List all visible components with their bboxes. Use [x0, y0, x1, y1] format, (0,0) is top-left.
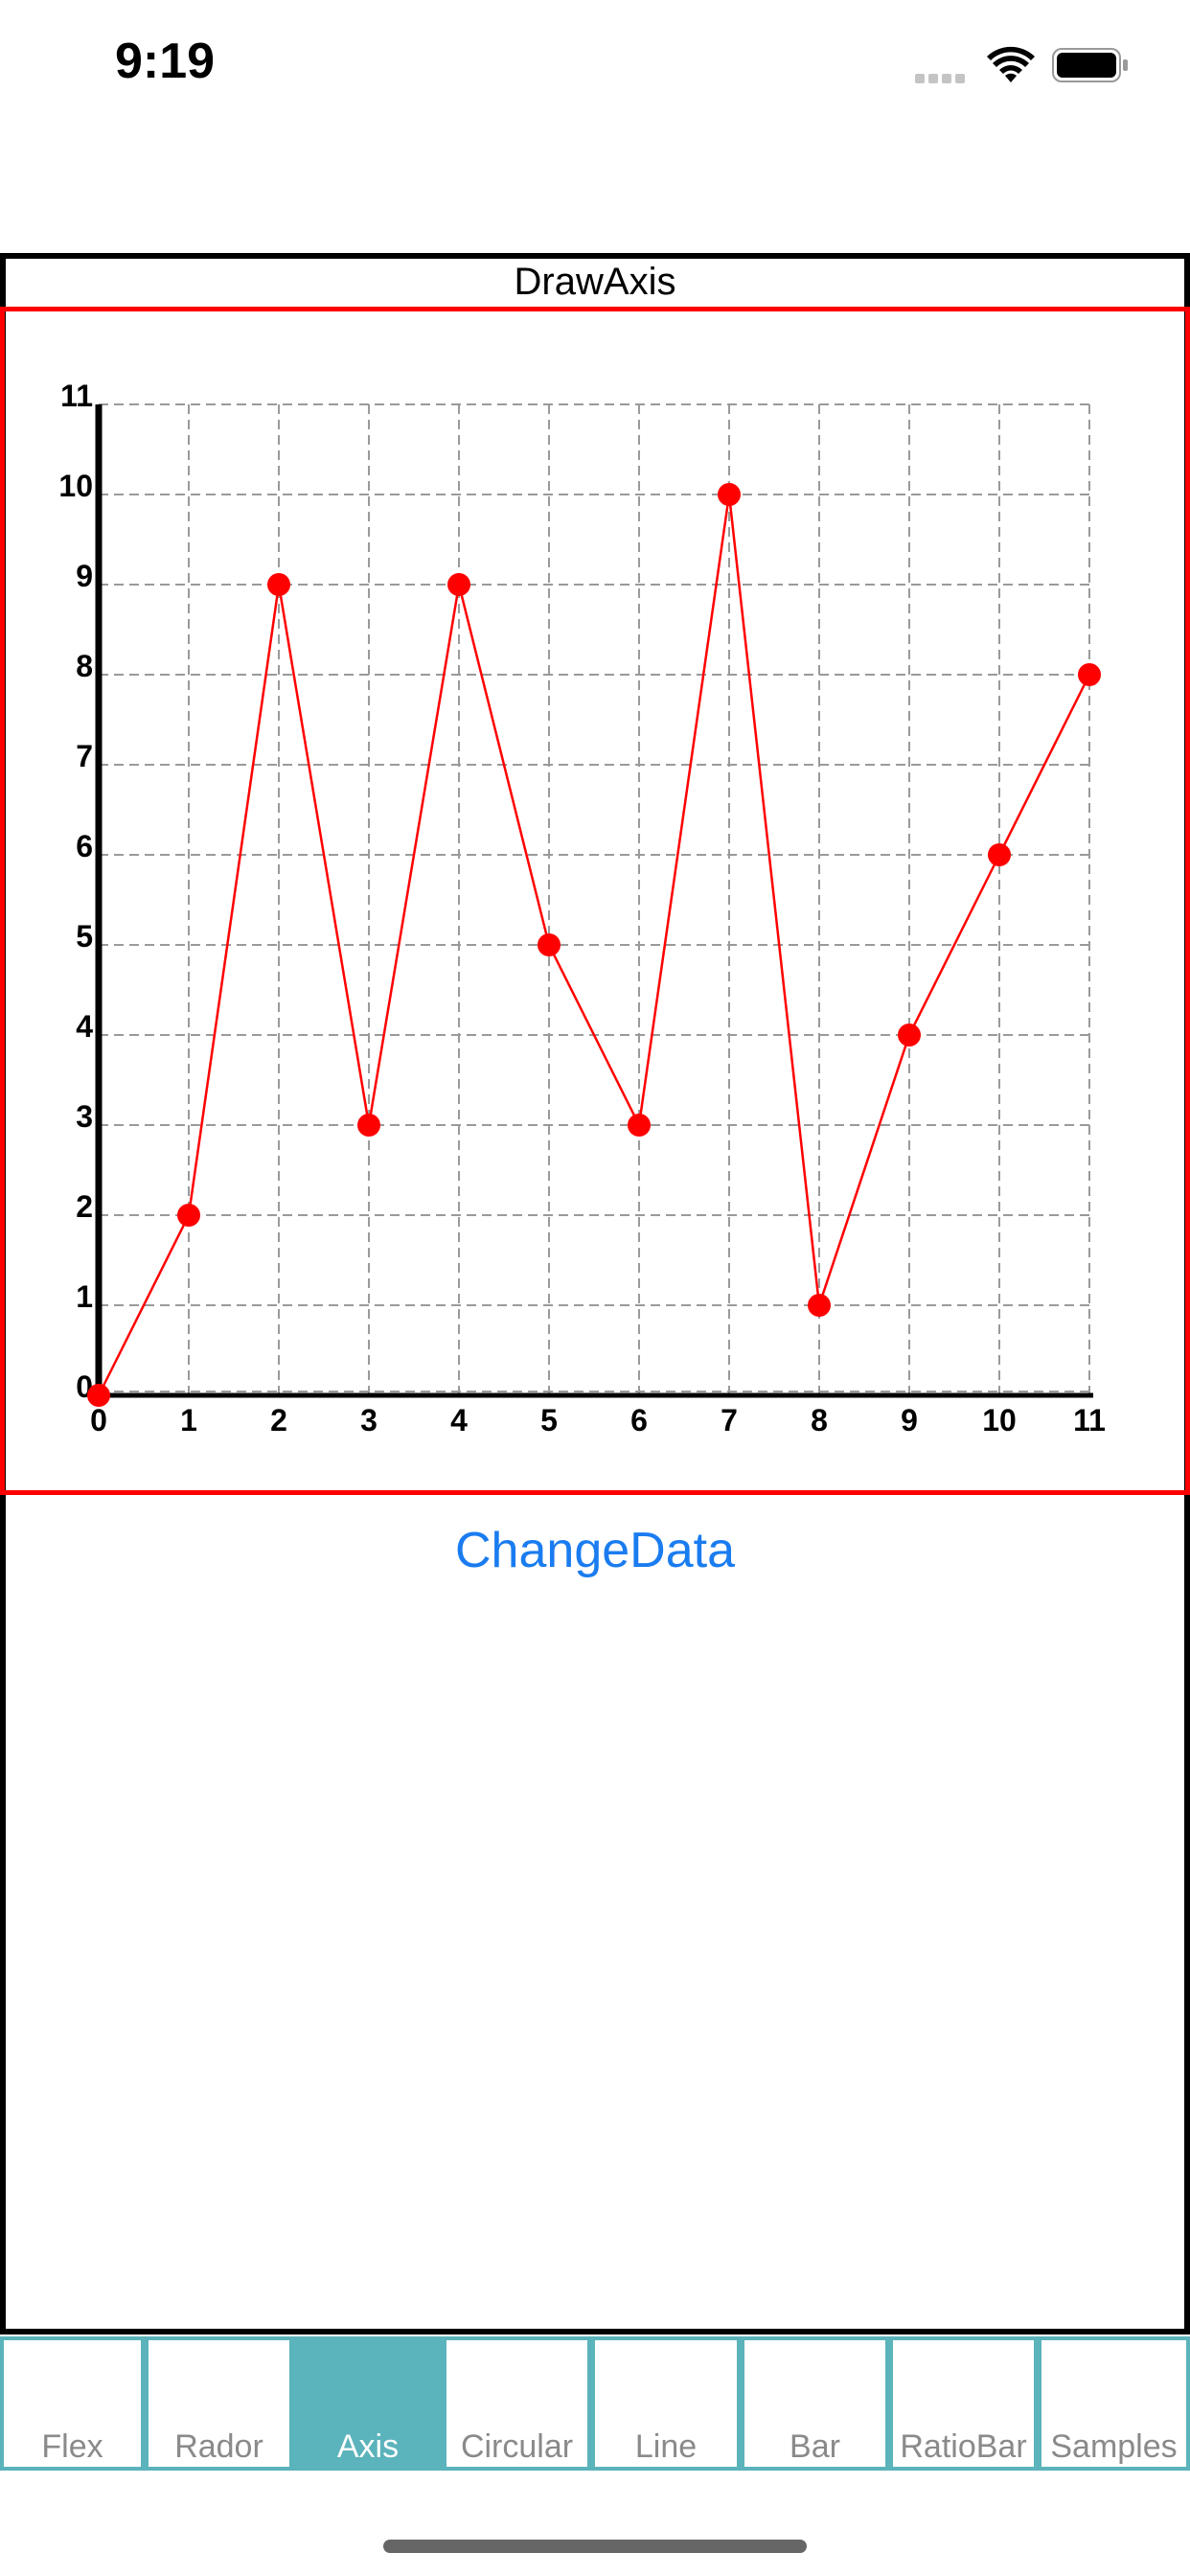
status-bar: 9:19	[0, 0, 1190, 134]
chart-container	[0, 307, 1190, 1495]
wifi-icon	[987, 46, 1035, 82]
tab-line[interactable]: Line	[591, 2336, 741, 2471]
home-indicator	[383, 2540, 807, 2553]
change-data-button[interactable]: ChangeData	[355, 1516, 835, 1585]
cellular-signal-icon	[915, 71, 971, 83]
tab-axis[interactable]: Axis	[293, 2336, 443, 2471]
tab-rador[interactable]: Rador	[145, 2336, 293, 2471]
status-time: 9:19	[115, 34, 216, 89]
tab-flex[interactable]: Flex	[0, 2336, 145, 2471]
tab-bar[interactable]: Bar	[741, 2336, 889, 2471]
tab-ratiobar[interactable]: RatioBar	[889, 2336, 1038, 2471]
battery-icon	[1052, 48, 1128, 82]
screen-title: DrawAxis	[514, 261, 676, 303]
tab-circular[interactable]: Circular	[443, 2336, 591, 2471]
tab-bar: Flex Rador Axis Circular Line Bar RatioBar Samp…	[0, 2336, 1190, 2474]
tab-samples[interactable]: Samples	[1038, 2336, 1190, 2471]
